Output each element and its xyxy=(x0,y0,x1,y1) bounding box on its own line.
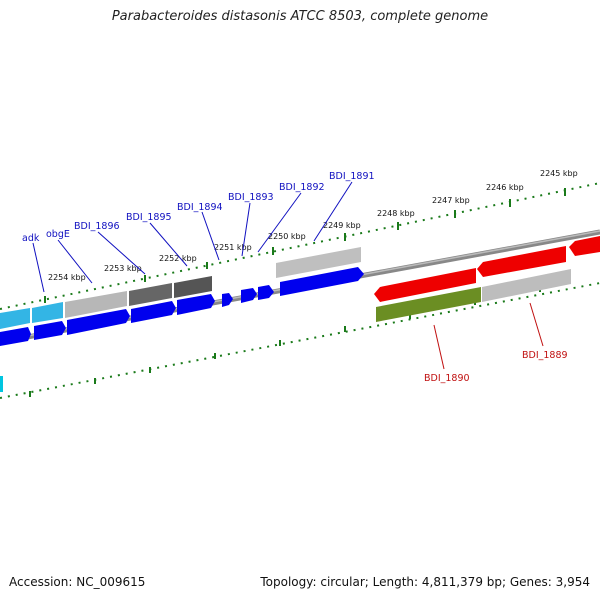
gene-feature[interactable] xyxy=(276,247,361,278)
gene-feature[interactable] xyxy=(0,327,31,346)
tick-label: 2249 kbp xyxy=(323,221,361,230)
tick-labels: 2254 kbp 2253 kbp 2252 kbp 2251 kbp 2250… xyxy=(48,169,578,282)
major-ticks xyxy=(29,188,566,397)
tick-label: 2252 kbp xyxy=(159,254,197,263)
gene-label-bdi-1891[interactable]: BDI_1891 xyxy=(329,171,375,182)
gene-feature[interactable] xyxy=(131,301,176,323)
gene-feature[interactable] xyxy=(482,269,571,302)
tick-label: 2246 kbp xyxy=(486,183,524,192)
gene-label-bdi-1890[interactable]: BDI_1890 xyxy=(424,373,470,384)
gene-label-bdi-1889[interactable]: BDI_1889 xyxy=(522,350,568,361)
tick-label: 2248 kbp xyxy=(377,209,415,218)
forward-upper-row xyxy=(0,247,361,329)
tick-label: 2253 kbp xyxy=(104,264,142,273)
gene-feature[interactable] xyxy=(376,287,481,322)
gene-feature[interactable] xyxy=(258,285,274,300)
gene-label-adk[interactable]: adk xyxy=(22,233,40,244)
gene-feature[interactable] xyxy=(374,268,476,302)
inner-tick-ring xyxy=(0,282,600,399)
gene-label-bdi-1895[interactable]: BDI_1895 xyxy=(126,212,172,223)
tick-label: 2254 kbp xyxy=(48,273,86,282)
gene-feature[interactable] xyxy=(67,309,130,335)
gene-feature[interactable] xyxy=(177,294,215,315)
gene-feature[interactable] xyxy=(34,321,66,340)
gene-feature[interactable] xyxy=(174,276,212,298)
gene-feature[interactable] xyxy=(569,236,600,256)
gene-feature[interactable] xyxy=(222,293,233,307)
gene-label-bdi-1894[interactable]: BDI_1894 xyxy=(177,202,223,213)
page-title: Parabacteroides distasonis ATCC 8503, co… xyxy=(111,9,489,24)
gene-label-bdi-1896[interactable]: BDI_1896 xyxy=(74,221,120,232)
genome-summary: Topology: circular; Length: 4,811,379 bp… xyxy=(260,575,590,589)
forward-blue-row xyxy=(0,267,364,346)
gene-feature[interactable] xyxy=(477,246,566,277)
reverse-red-row xyxy=(374,236,600,302)
gene-feature[interactable] xyxy=(0,308,30,329)
gene-feature[interactable] xyxy=(32,302,63,323)
tick-label: 2245 kbp xyxy=(540,169,578,178)
gene-label-obge[interactable]: obgE xyxy=(46,229,70,240)
tick-label: 2251 kbp xyxy=(214,243,252,252)
gene-feature[interactable] xyxy=(0,376,3,392)
reverse-labels: BDI_1890 BDI_1889 xyxy=(424,350,568,384)
reverse-lower-row xyxy=(376,269,571,322)
accession-label: Accession: NC_009615 xyxy=(9,575,146,589)
forward-labels: adk obgE BDI_1896 BDI_1895 BDI_1894 BDI_… xyxy=(22,171,375,244)
reverse-label-leaders xyxy=(433,302,544,370)
tick-label: 2250 kbp xyxy=(268,232,306,241)
gene-label-bdi-1893[interactable]: BDI_1893 xyxy=(228,192,274,203)
gene-feature[interactable] xyxy=(241,288,257,303)
tick-label: 2247 kbp xyxy=(432,196,470,205)
gene-label-bdi-1892[interactable]: BDI_1892 xyxy=(279,182,325,193)
gene-feature[interactable] xyxy=(129,283,172,306)
gene-feature[interactable] xyxy=(280,267,364,296)
gene-feature[interactable] xyxy=(65,291,127,318)
forward-label-leaders xyxy=(32,181,353,293)
